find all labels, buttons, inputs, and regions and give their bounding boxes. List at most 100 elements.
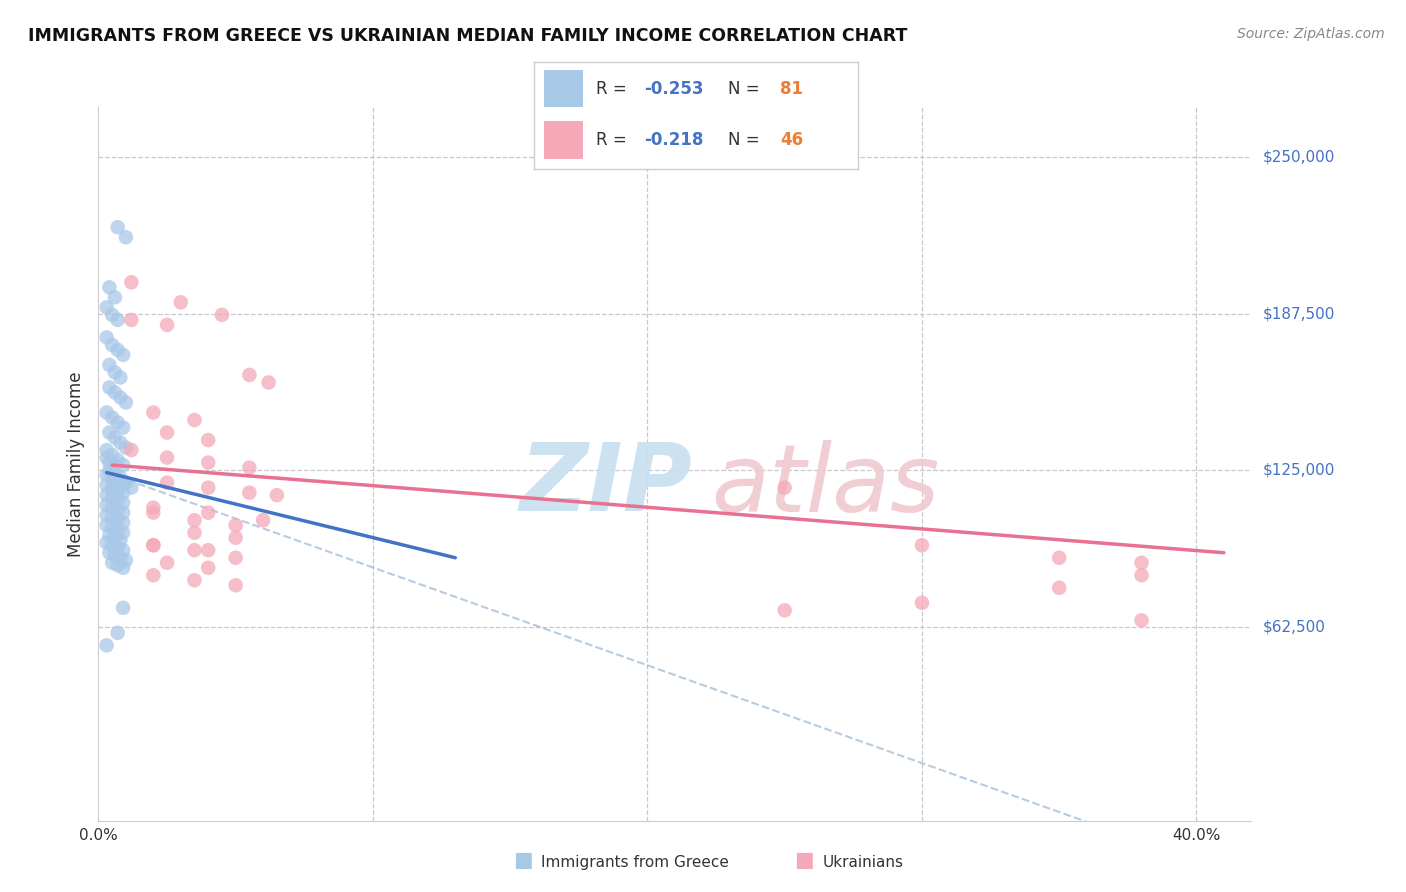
Point — [101, 338, 124, 352]
Point — [101, 470, 124, 484]
Point — [257, 376, 280, 390]
Point — [107, 493, 129, 508]
Point — [107, 313, 129, 327]
Point — [101, 481, 124, 495]
Point — [104, 431, 127, 445]
Point — [101, 410, 124, 425]
Point — [110, 533, 132, 548]
Point — [107, 416, 129, 430]
Point — [238, 460, 260, 475]
Point — [101, 538, 124, 552]
Text: $250,000: $250,000 — [1263, 150, 1334, 165]
Point — [98, 380, 121, 394]
Point — [115, 475, 138, 490]
Text: N =: N = — [728, 130, 765, 148]
Point — [107, 483, 129, 497]
Point — [225, 518, 247, 533]
Point — [773, 481, 796, 495]
Point — [107, 343, 129, 357]
Point — [156, 318, 179, 332]
Text: $62,500: $62,500 — [1263, 619, 1326, 634]
Point — [104, 468, 127, 483]
Point — [183, 574, 205, 588]
Point — [96, 508, 118, 523]
Point — [197, 456, 219, 470]
Point — [107, 453, 129, 467]
Text: 81: 81 — [780, 80, 803, 98]
Point — [107, 558, 129, 573]
Point — [1130, 556, 1153, 570]
Text: Immigrants from Greece: Immigrants from Greece — [541, 855, 730, 870]
Point — [104, 385, 127, 400]
Bar — [544, 70, 583, 107]
Point — [98, 425, 121, 440]
Point — [110, 435, 132, 450]
Text: -0.218: -0.218 — [644, 130, 703, 148]
Point — [107, 513, 129, 527]
Point — [96, 443, 118, 458]
Point — [110, 391, 132, 405]
Point — [96, 535, 118, 549]
Point — [101, 521, 124, 535]
Point — [252, 513, 274, 527]
Point — [115, 553, 138, 567]
Point — [107, 503, 129, 517]
Point — [120, 443, 142, 458]
Point — [266, 488, 288, 502]
Point — [96, 330, 118, 344]
Point — [225, 531, 247, 545]
Text: $125,000: $125,000 — [1263, 463, 1334, 477]
Point — [183, 525, 205, 540]
Point — [96, 488, 118, 502]
Point — [98, 546, 121, 560]
Point — [112, 506, 135, 520]
Text: ■: ■ — [513, 850, 533, 870]
Point — [104, 458, 127, 472]
Text: ■: ■ — [794, 850, 814, 870]
Point — [112, 543, 135, 558]
Point — [238, 368, 260, 382]
Point — [911, 596, 934, 610]
Point — [112, 525, 135, 540]
Point — [1130, 568, 1153, 582]
Text: N =: N = — [728, 80, 765, 98]
Point — [104, 548, 127, 562]
Point — [104, 366, 127, 380]
Point — [120, 313, 142, 327]
Point — [142, 500, 165, 515]
Point — [120, 481, 142, 495]
Point — [142, 538, 165, 552]
Point — [156, 450, 179, 465]
Text: -0.253: -0.253 — [644, 80, 704, 98]
Point — [197, 543, 219, 558]
Point — [98, 463, 121, 477]
Point — [98, 528, 121, 542]
Point — [170, 295, 193, 310]
Point — [112, 560, 135, 574]
Point — [156, 475, 179, 490]
Point — [96, 405, 118, 419]
Point — [225, 578, 247, 592]
Point — [101, 510, 124, 524]
Point — [238, 485, 260, 500]
Point — [115, 230, 138, 244]
Point — [96, 301, 118, 315]
Point — [225, 550, 247, 565]
Text: $187,500: $187,500 — [1263, 306, 1334, 321]
Point — [112, 496, 135, 510]
Point — [104, 290, 127, 304]
Point — [107, 625, 129, 640]
Point — [107, 220, 129, 235]
Point — [112, 348, 135, 362]
Point — [98, 358, 121, 372]
Point — [98, 280, 121, 294]
Point — [96, 478, 118, 492]
Y-axis label: Median Family Income: Median Family Income — [66, 371, 84, 557]
Text: R =: R = — [596, 130, 631, 148]
Point — [96, 518, 118, 533]
Point — [120, 275, 142, 289]
Point — [96, 468, 118, 483]
Point — [183, 543, 205, 558]
Point — [1130, 613, 1153, 627]
Text: Ukrainians: Ukrainians — [823, 855, 904, 870]
